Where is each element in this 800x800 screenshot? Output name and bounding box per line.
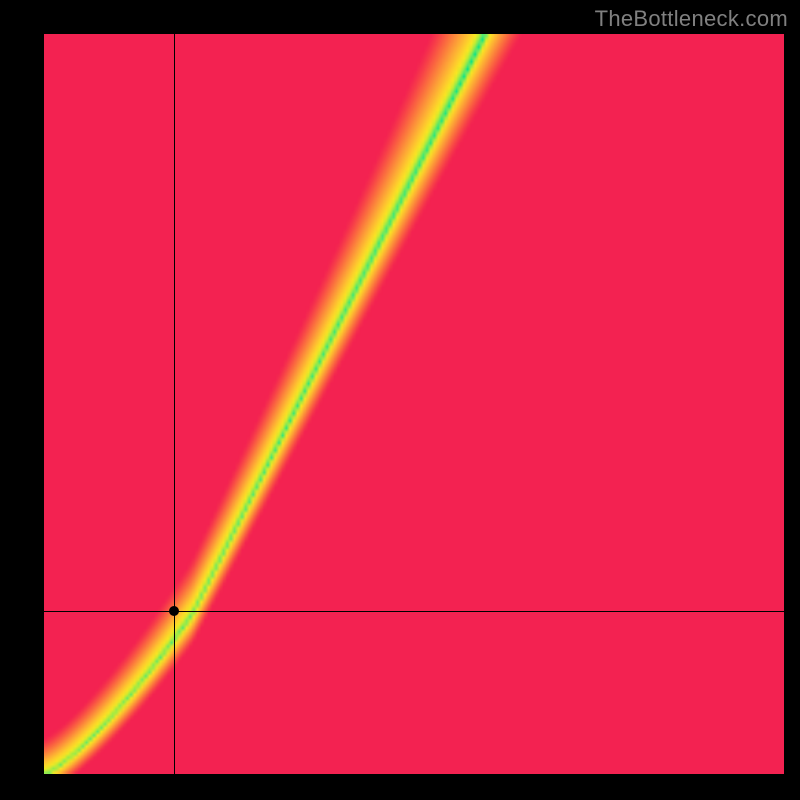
crosshair-vertical [174,34,175,774]
watermark-text: TheBottleneck.com [595,6,788,32]
crosshair-marker [169,606,179,616]
heatmap-plot [44,34,784,774]
heatmap-canvas [44,34,784,774]
crosshair-horizontal [44,611,784,612]
